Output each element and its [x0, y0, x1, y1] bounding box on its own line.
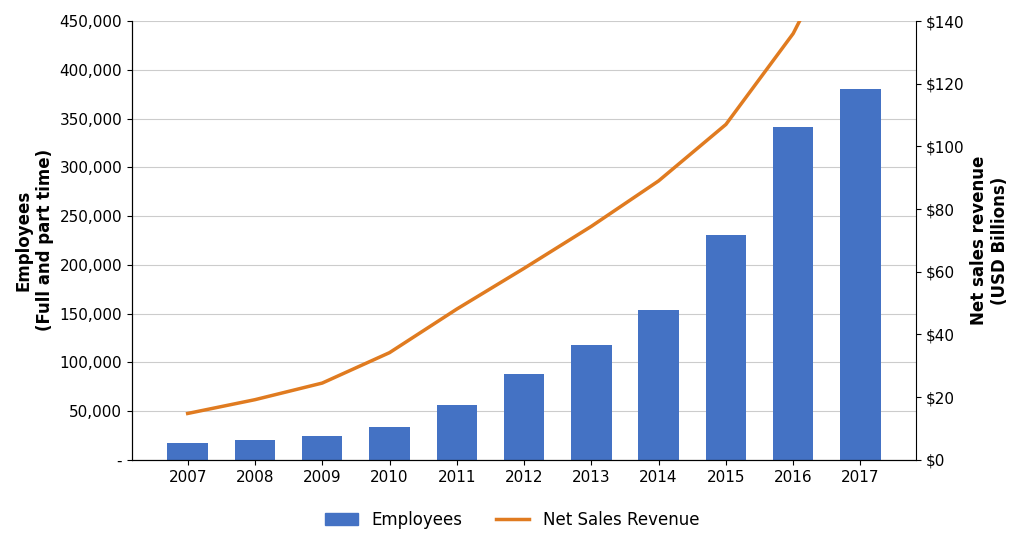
Bar — [302, 436, 342, 460]
Bar — [504, 374, 544, 460]
Net Sales Revenue — [249, 396, 261, 403]
Y-axis label: Net sales revenue
(USD Billions): Net sales revenue (USD Billions) — [970, 156, 1009, 325]
Net Sales Revenue — [720, 121, 732, 128]
Bar — [706, 235, 746, 460]
Net Sales Revenue — [451, 306, 463, 312]
Net Sales Revenue — [787, 30, 800, 37]
Net Sales Revenue — [652, 177, 665, 184]
Bar — [841, 89, 881, 460]
Bar — [773, 127, 813, 460]
Line: Net Sales Revenue: Net Sales Revenue — [187, 0, 860, 413]
Net Sales Revenue — [585, 223, 597, 229]
Y-axis label: Employees
(Full and part time): Employees (Full and part time) — [15, 149, 54, 332]
Bar — [370, 427, 410, 460]
Net Sales Revenue — [383, 349, 395, 356]
Bar — [168, 443, 208, 460]
Net Sales Revenue — [181, 410, 194, 417]
Net Sales Revenue — [518, 265, 530, 272]
Net Sales Revenue — [316, 380, 329, 386]
Bar — [234, 440, 275, 460]
Bar — [436, 405, 477, 460]
Bar — [571, 345, 611, 460]
Bar — [638, 310, 679, 460]
Legend: Employees, Net Sales Revenue: Employees, Net Sales Revenue — [318, 504, 706, 535]
